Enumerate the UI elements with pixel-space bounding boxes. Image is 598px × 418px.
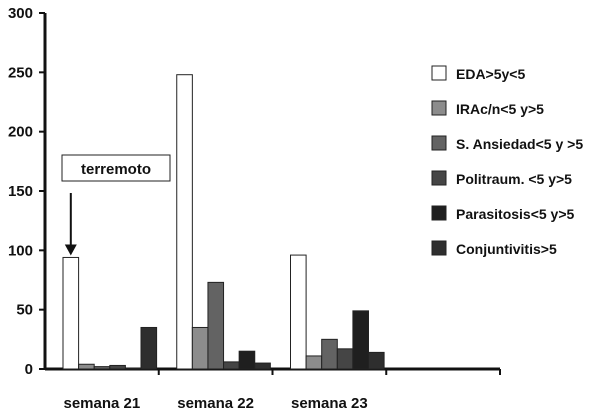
y-tick-label: 200 bbox=[8, 124, 33, 141]
bar bbox=[305, 355, 323, 370]
y-tick-label: 50 bbox=[16, 302, 33, 319]
bar bbox=[124, 367, 142, 370]
legend-swatch bbox=[431, 240, 447, 256]
bar bbox=[368, 351, 385, 370]
bar bbox=[321, 338, 338, 370]
bar bbox=[238, 350, 256, 370]
bar bbox=[254, 362, 271, 370]
bars bbox=[62, 74, 385, 370]
annotation-label: terremoto bbox=[81, 161, 151, 178]
x-tick-label: semana 21 bbox=[64, 395, 141, 412]
legend-swatch bbox=[431, 205, 447, 221]
y-tick-label: 150 bbox=[8, 183, 33, 200]
annotation-arrow-head bbox=[64, 244, 77, 256]
annotation-box bbox=[61, 154, 171, 182]
y-tick-label: 100 bbox=[8, 242, 33, 259]
legend-label: EDA>5y<5 bbox=[456, 66, 525, 82]
x-axis: semana 21 semana 22 semana 23 bbox=[45, 367, 501, 412]
legend-swatch bbox=[431, 65, 447, 81]
bar bbox=[176, 74, 193, 370]
bar bbox=[223, 361, 240, 370]
annotations: terremoto bbox=[61, 154, 171, 256]
bar bbox=[93, 366, 111, 370]
y-axis: 0 50 100 150 200 250 300 bbox=[8, 5, 47, 378]
legend: EDA>5y<5 IRAc/n<5 y>5 S. Ansiedad<5 y >5 Po… bbox=[431, 65, 583, 257]
bar bbox=[191, 326, 209, 370]
legend-label: Parasitosis<5 y>5 bbox=[456, 206, 575, 222]
x-tick-label: semana 23 bbox=[291, 395, 368, 412]
bar bbox=[78, 363, 95, 370]
bar bbox=[207, 281, 225, 370]
legend-swatch bbox=[431, 170, 447, 186]
bar bbox=[336, 348, 354, 370]
bar bbox=[290, 254, 307, 370]
legend-label: Conjuntivitis>5 bbox=[456, 241, 557, 257]
y-tick-label: 300 bbox=[8, 5, 33, 22]
legend-label: S. Ansiedad<5 y >5 bbox=[456, 136, 583, 152]
bar bbox=[140, 326, 158, 370]
bar bbox=[62, 256, 80, 370]
legend-label: Politraum. <5 y>5 bbox=[456, 171, 572, 187]
legend-swatch bbox=[431, 135, 447, 151]
bar bbox=[109, 364, 126, 370]
y-tick-label: 250 bbox=[8, 64, 33, 81]
legend-swatch bbox=[431, 100, 447, 116]
y-tick-label: 0 bbox=[25, 361, 33, 378]
x-tick-label: semana 22 bbox=[177, 395, 254, 412]
legend-label: IRAc/n<5 y>5 bbox=[456, 101, 544, 117]
bar bbox=[352, 310, 369, 370]
